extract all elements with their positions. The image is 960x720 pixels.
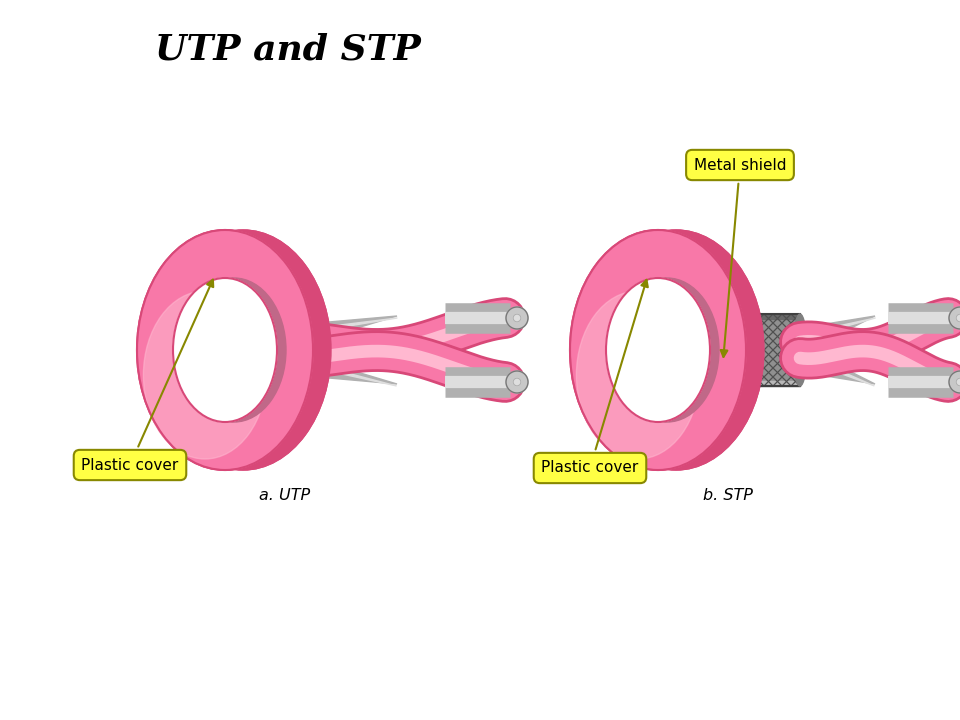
Ellipse shape (793, 314, 807, 386)
Ellipse shape (576, 291, 700, 459)
Circle shape (506, 371, 528, 393)
Ellipse shape (155, 230, 331, 470)
Ellipse shape (143, 291, 267, 459)
Ellipse shape (137, 230, 313, 470)
Polygon shape (270, 347, 397, 384)
Polygon shape (791, 346, 875, 384)
Polygon shape (791, 316, 875, 354)
Polygon shape (270, 316, 397, 353)
Ellipse shape (588, 230, 764, 470)
Bar (710, 314, 800, 320)
Polygon shape (796, 352, 875, 386)
Text: a. UTP: a. UTP (259, 488, 311, 503)
Ellipse shape (615, 278, 719, 422)
Bar (710, 314, 800, 386)
Text: Plastic cover: Plastic cover (82, 279, 213, 472)
Ellipse shape (570, 230, 746, 470)
Ellipse shape (615, 278, 719, 422)
Ellipse shape (182, 278, 286, 422)
Bar (710, 381, 800, 386)
Circle shape (506, 307, 528, 329)
Ellipse shape (173, 278, 277, 422)
Ellipse shape (155, 230, 331, 470)
Bar (710, 314, 800, 386)
Ellipse shape (143, 291, 267, 459)
Polygon shape (793, 318, 876, 341)
Polygon shape (273, 354, 396, 386)
Text: Metal shield: Metal shield (694, 158, 786, 357)
Circle shape (949, 307, 960, 329)
Circle shape (514, 314, 521, 322)
Ellipse shape (182, 278, 286, 422)
Ellipse shape (576, 291, 700, 459)
Ellipse shape (173, 278, 277, 422)
Ellipse shape (606, 278, 710, 422)
Circle shape (949, 371, 960, 393)
Ellipse shape (588, 230, 764, 470)
Ellipse shape (796, 328, 804, 372)
Ellipse shape (137, 230, 313, 470)
Ellipse shape (606, 278, 710, 422)
Polygon shape (271, 318, 397, 338)
Circle shape (956, 314, 960, 322)
Text: Plastic cover: Plastic cover (541, 280, 648, 475)
Circle shape (514, 378, 521, 386)
Text: UTP and STP: UTP and STP (155, 32, 420, 66)
Text: b. STP: b. STP (703, 488, 753, 503)
Circle shape (956, 378, 960, 386)
Ellipse shape (570, 230, 746, 470)
